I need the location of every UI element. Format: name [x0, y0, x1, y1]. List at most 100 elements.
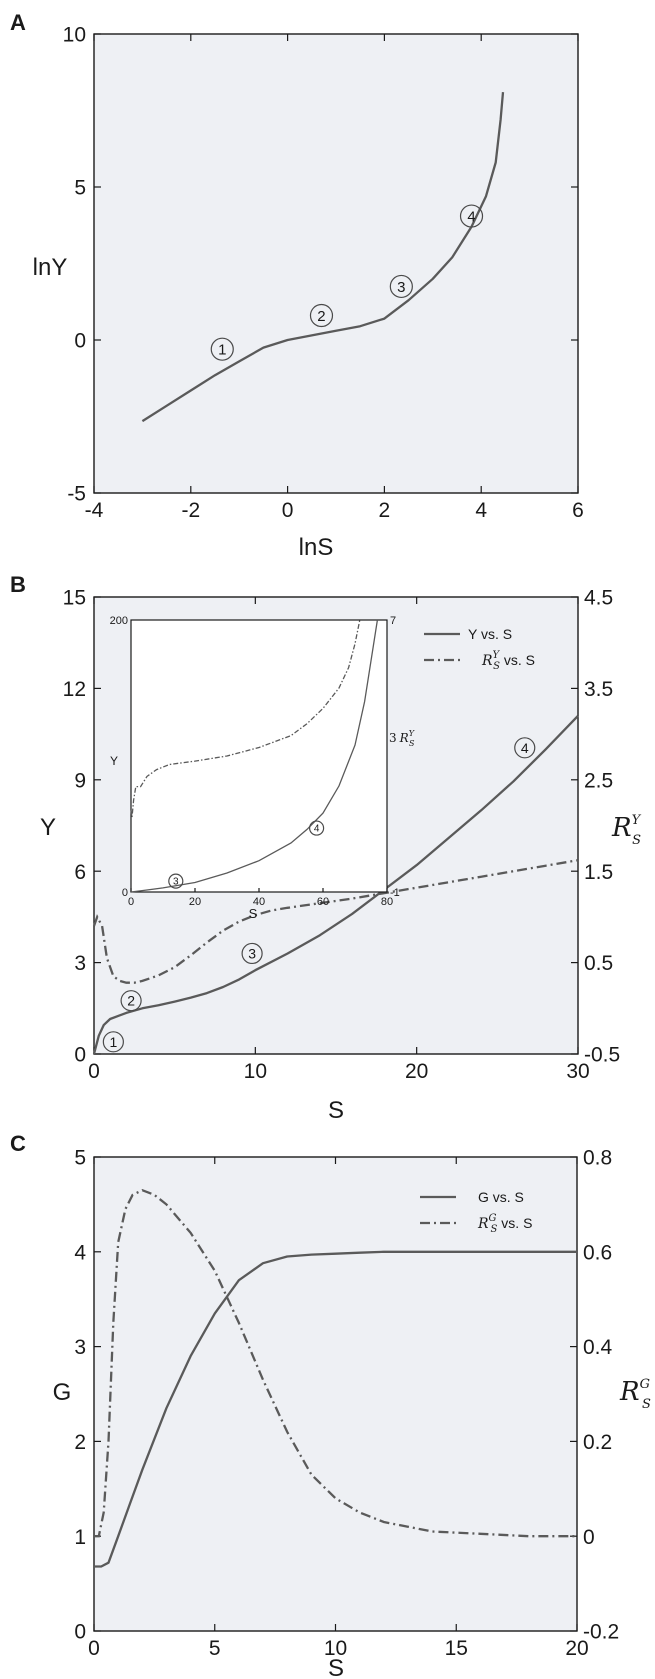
- inset-y-tick-label: 200: [110, 615, 128, 627]
- region-marker: 3: [389, 274, 413, 299]
- y2-tick-label: 3.5: [584, 678, 613, 701]
- y-tick-label: 1: [74, 1526, 86, 1549]
- x-tick-label: 10: [324, 1637, 347, 1660]
- series-c: [94, 1188, 577, 1568]
- region-marker-label: 2: [317, 308, 325, 325]
- inset-x-tick-label: 60: [317, 896, 329, 908]
- y2-tick-label: -0.5: [584, 1044, 620, 1067]
- y2-tick-label: 1.5: [584, 861, 613, 884]
- inset-xlabel: S: [249, 906, 258, 921]
- inset-x-tick-label: 80: [381, 896, 393, 908]
- y-tick-label: 6: [74, 861, 86, 884]
- inset-y2label: 3 RY S: [389, 729, 415, 748]
- y-tick-label: 9: [74, 769, 86, 792]
- inset-y-tick-label: 0: [122, 887, 128, 899]
- region-marker-circle: [459, 204, 484, 228]
- region-marker-circle: [514, 737, 536, 759]
- x-tick-label: 5: [209, 1637, 221, 1660]
- series-a: [141, 92, 505, 423]
- region-marker-label: 1: [109, 1034, 117, 1050]
- y2-tick-label: -0.2: [583, 1621, 619, 1644]
- tick-labels-a: -4 -2 0 2 4 6 -5 0 5 10: [63, 24, 584, 522]
- tick-labels-c: 0 5 10 15 20 0 1 2 3 4 5 -0.2 0 0.2 0.4 0.6 0.8: [74, 1147, 619, 1660]
- y2-tick-label: 0.2: [583, 1431, 612, 1454]
- inset-axis-ticks: [130, 888, 388, 892]
- y-tick-label: 2: [74, 1431, 86, 1454]
- legend-b: Y vs. S RY S vs. S: [424, 626, 535, 672]
- markers-b: 1 2 3 4: [102, 737, 536, 1053]
- y2label-c: RG S: [619, 1377, 651, 1412]
- legend-label-dashdot-b: RY S vs. S: [481, 650, 535, 672]
- x-tick-label: 0: [88, 1637, 100, 1660]
- region-marker-circle: [389, 274, 413, 299]
- panel-c: C 0 5 10 15 20 0 1 2 3 4 5 -0.2 0 0.2 0.4 0.6 0.8 S G RG…: [10, 1131, 651, 1679]
- region-marker-circle: [309, 303, 334, 328]
- series-line-dashdot: [94, 1188, 577, 1538]
- region-marker: 1: [102, 1031, 124, 1053]
- x-tick-label: 4: [475, 499, 487, 522]
- x-tick-label: 0: [88, 1060, 100, 1083]
- region-marker-circle: [120, 990, 142, 1012]
- x-tick-label: -2: [181, 499, 200, 522]
- legend-label-dashdot-c: RG S vs. S: [477, 1213, 532, 1235]
- ylabel-b: Y: [40, 814, 56, 841]
- y-tick-label: 0: [74, 1621, 86, 1644]
- y-tick-label: 5: [74, 177, 86, 200]
- plot-area-a: [93, 33, 579, 494]
- region-marker-label: 3: [173, 877, 179, 888]
- region-marker: 4: [459, 204, 484, 228]
- xlabel-c: S: [328, 1655, 344, 1679]
- ylabel-c: G: [53, 1379, 72, 1406]
- region-marker-circle: [210, 337, 234, 361]
- y-tick-label: 0: [74, 330, 86, 353]
- inset-ylabel: Y: [110, 754, 118, 768]
- region-marker-circle: [102, 1031, 124, 1053]
- region-marker-label: 4: [521, 740, 529, 756]
- inset-tick-labels: 0 20 40 60 80 0 200 -1 7: [110, 615, 400, 908]
- x-tick-label: 20: [565, 1637, 588, 1660]
- region-marker-label: 4: [467, 208, 475, 225]
- region-marker-circle: [168, 873, 184, 889]
- y2-tick-label: 4.5: [584, 587, 613, 610]
- series-line-solid: [92, 715, 579, 1055]
- y2label-b: RY S: [611, 813, 642, 848]
- inset-series: [130, 619, 379, 893]
- inset-x-tick-label: 20: [189, 896, 201, 908]
- region-marker: 3: [168, 873, 184, 889]
- series-line-solid: [94, 1250, 577, 1568]
- ylabel-a: lnY: [33, 254, 68, 281]
- x-tick-label: 20: [405, 1060, 428, 1083]
- region-marker-label: 4: [314, 824, 320, 835]
- y-tick-label: 3: [74, 952, 86, 975]
- y2-tick-label: 0: [583, 1526, 595, 1549]
- y2-tick-label: 0.4: [583, 1336, 613, 1359]
- y-tick-label: 0: [74, 1044, 86, 1067]
- y2-tick-label: 0.8: [583, 1147, 612, 1170]
- xlabel-b: S: [328, 1097, 344, 1124]
- x-tick-label: 2: [379, 499, 391, 522]
- series-line-dashdot: [130, 619, 361, 818]
- legend-label-solid-b: Y vs. S: [468, 626, 512, 642]
- x-tick-label: 30: [566, 1060, 589, 1083]
- panel-a: A -4 -2 0 2 4 6 -5 0 5 10 1 2 3 4 lnS lnY: [10, 10, 584, 561]
- y-tick-label: 12: [63, 678, 86, 701]
- y-tick-label: -5: [67, 483, 86, 506]
- region-marker: 3: [241, 942, 263, 965]
- y-tick-label: 3: [74, 1336, 86, 1359]
- region-marker: 2: [309, 303, 334, 328]
- x-tick-label: 6: [572, 499, 584, 522]
- region-marker: 4: [309, 820, 325, 836]
- plot-area-c: [93, 1156, 578, 1632]
- inset-plot-area: [130, 619, 388, 893]
- x-tick-label: -4: [85, 499, 104, 522]
- region-marker-label: 1: [218, 342, 226, 359]
- region-marker: 2: [120, 990, 142, 1012]
- axis-ticks-a: [93, 33, 579, 494]
- panel-label-b: B: [10, 572, 26, 597]
- region-marker: 1: [210, 337, 234, 361]
- series-line-solid: [130, 619, 379, 893]
- y-tick-label: 10: [63, 24, 86, 47]
- series-line-dashdot: [92, 859, 579, 984]
